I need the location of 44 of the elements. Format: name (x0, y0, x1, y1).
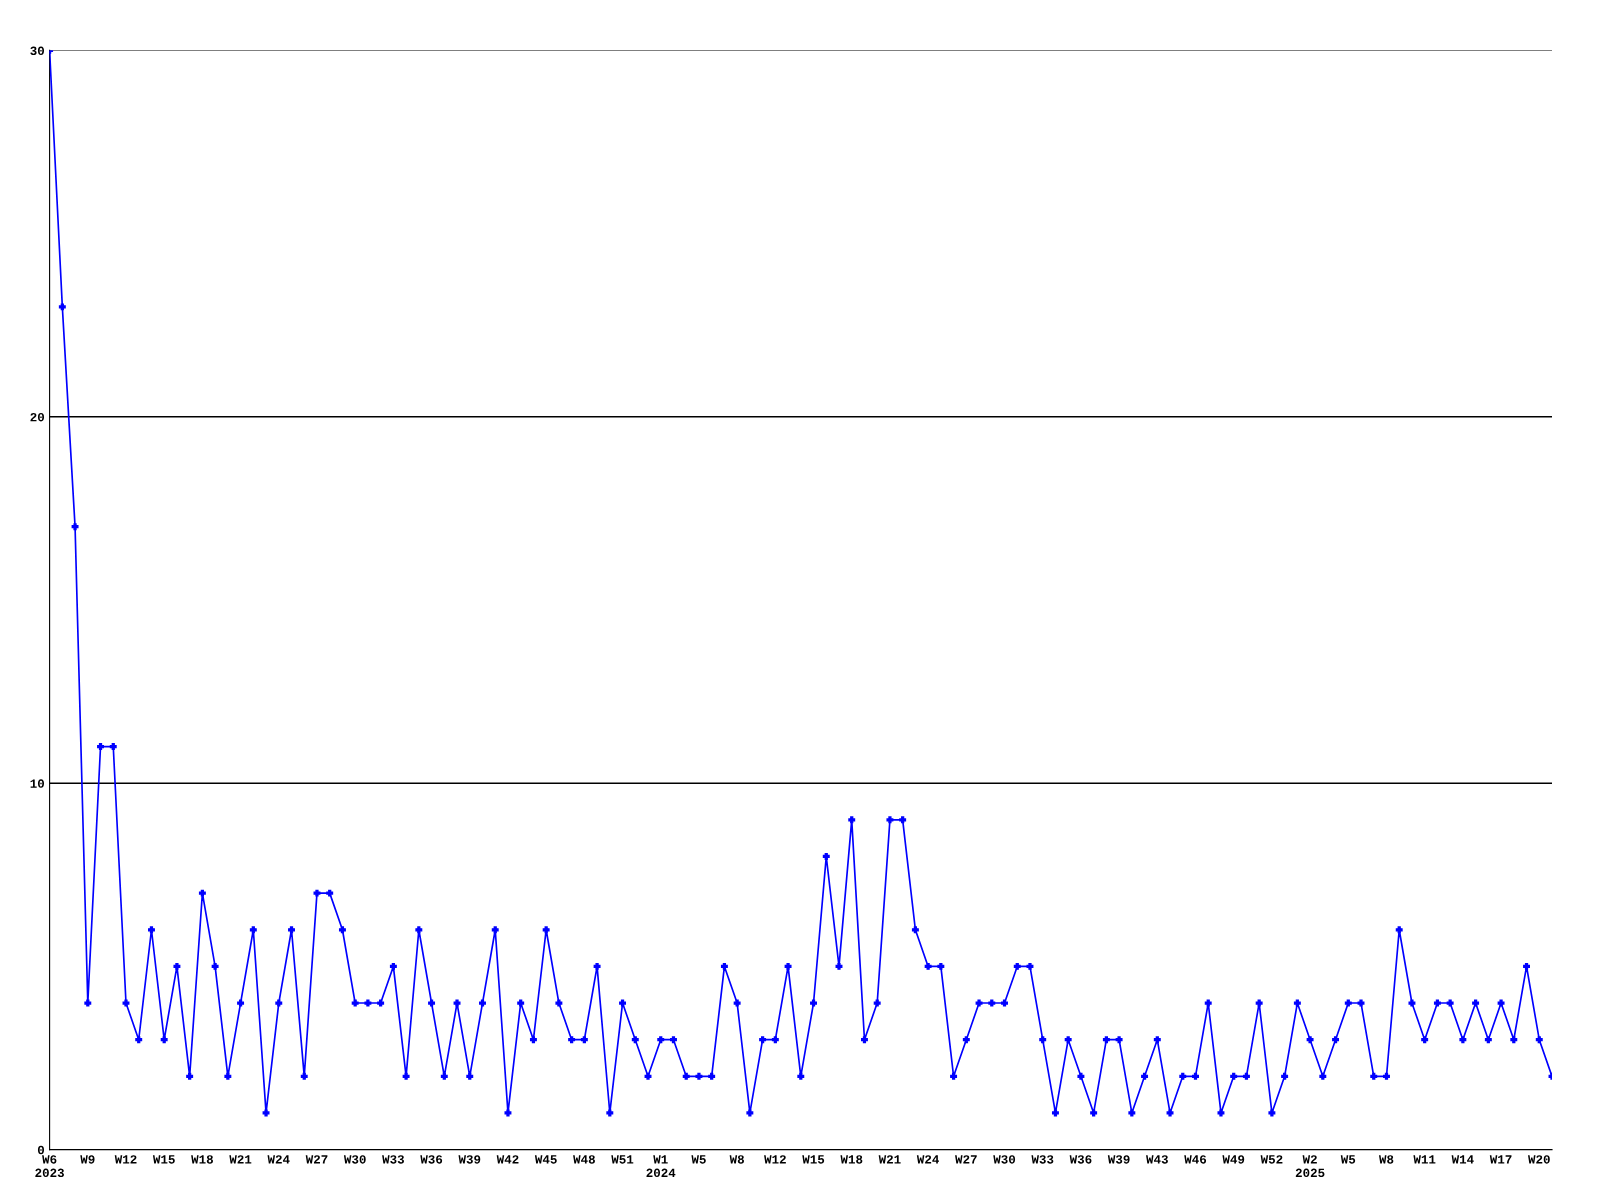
x-tick-label: W30 (343, 1155, 366, 1164)
x-tick-label: W39 (458, 1155, 481, 1164)
x-tick-label: W11 (1413, 1155, 1436, 1164)
x-tick-label: W8 (1378, 1155, 1394, 1164)
y-tick-label: 20 (30, 412, 45, 422)
x-tick-label: W21 (878, 1155, 901, 1164)
x-tick-label: W20 (1528, 1155, 1550, 1164)
x-tick-label: W6 2023 (35, 1155, 64, 1178)
x-tick-label: W9 (80, 1155, 95, 1164)
x-tick-label: W15 (152, 1155, 175, 1164)
y-tick-label: 30 (30, 46, 45, 56)
x-tick-label: W12 (764, 1155, 786, 1164)
x-tick-label: W46 (1184, 1155, 1207, 1164)
x-tick-label: W24 (916, 1155, 939, 1164)
x-tick-label: W51 (611, 1155, 634, 1164)
x-tick-label: W39 (1107, 1155, 1130, 1164)
x-tick-label: W24 (267, 1155, 290, 1164)
x-tick-label: W36 (420, 1155, 443, 1164)
x-tick-label: W21 (229, 1155, 252, 1164)
x-tick-label: W2 2025 (1295, 1155, 1325, 1178)
x-tick-label: W42 (496, 1155, 519, 1164)
x-tick-label: W12 (114, 1155, 137, 1164)
x-tick-label: W27 (955, 1155, 977, 1164)
x-tick-label: W45 (534, 1155, 557, 1164)
x-tick-label: W5 (1340, 1155, 1356, 1164)
x-tick-label: W17 (1489, 1155, 1512, 1164)
x-tick-label: W48 (573, 1155, 595, 1164)
x-tick-label: W27 (305, 1155, 328, 1164)
x-tick-label: W33 (382, 1155, 404, 1164)
x-tick-label: W5 (691, 1155, 706, 1164)
x-tick-label: W18 (840, 1155, 863, 1164)
x-tick-label: W33 (1031, 1155, 1054, 1164)
x-tick-label: W18 (191, 1155, 213, 1164)
x-tick-label: W49 (1222, 1155, 1245, 1164)
x-tick-label: W14 (1451, 1155, 1474, 1164)
x-tick-label: W43 (1146, 1155, 1168, 1164)
y-tick-label: 10 (30, 779, 45, 788)
x-tick-label: W52 (1260, 1155, 1283, 1164)
y-tick-label: 0 (37, 1145, 45, 1155)
x-tick-label: W8 (729, 1155, 744, 1164)
x-tick-label: W36 (1069, 1155, 1092, 1164)
x-tick-label: W1 2024 (646, 1155, 676, 1178)
x-tick-label: W15 (802, 1155, 825, 1164)
x-tick-label: W30 (993, 1155, 1016, 1164)
